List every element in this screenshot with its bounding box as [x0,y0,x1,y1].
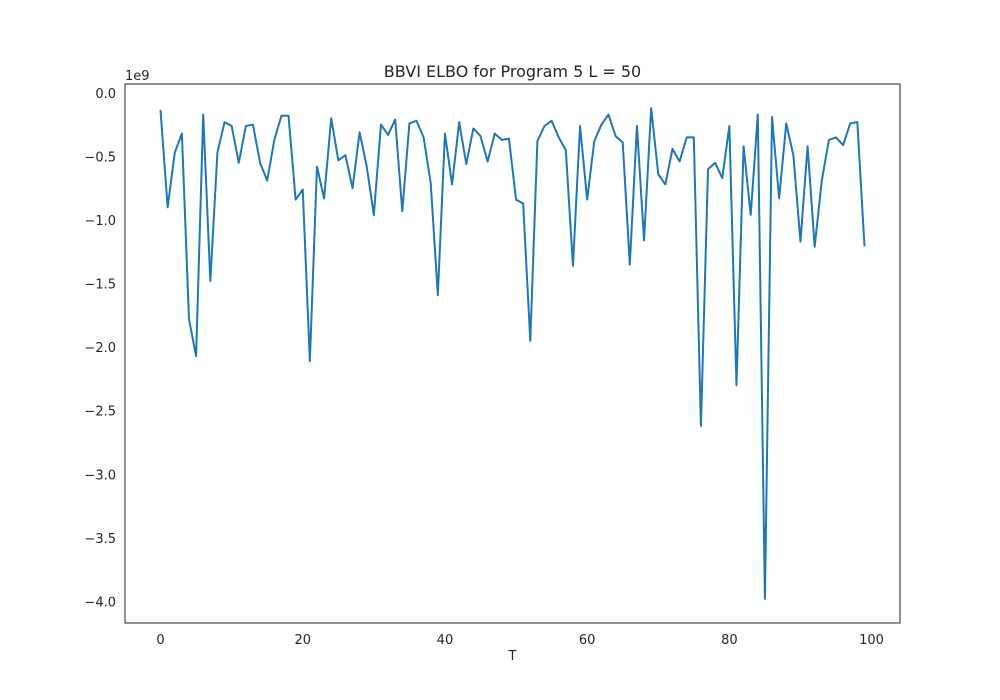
plot-frame [124,83,901,624]
x-tick-label: 40 [437,633,454,648]
x-tick-label: 100 [859,633,884,648]
x-tick-label: 0 [156,633,164,648]
y-tick-label: −1.0 [84,214,116,229]
y-tick-label: 0.0 [95,87,116,102]
chart-title: BBVI ELBO for Program 5 L = 50 [384,62,641,81]
y-tick-label: −0.5 [84,150,116,165]
x-tick-label: 20 [294,633,311,648]
y-axis-ticks: 0.0 −0.5 −1.0 −1.5 −2.0 −2.5 −3.0 −3.5 −4.0 [84,87,116,610]
y-tick-label: −3.5 [84,532,116,547]
y-tick-label: −2.0 [84,341,116,356]
y-tick-label: −2.5 [84,405,116,420]
x-tick-label: 60 [579,633,596,648]
y-tick-label: −4.0 [84,595,116,610]
x-axis-ticks: 0 20 40 60 80 100 [156,633,884,648]
series-line [159,107,866,600]
x-tick-label: 80 [721,633,738,648]
x-axis-label: T [508,649,517,664]
series-layer [159,107,866,600]
y-tick-label: −3.0 [84,468,116,483]
y-offset-label: 1e9 [125,69,150,84]
y-tick-label: −1.5 [84,278,116,293]
